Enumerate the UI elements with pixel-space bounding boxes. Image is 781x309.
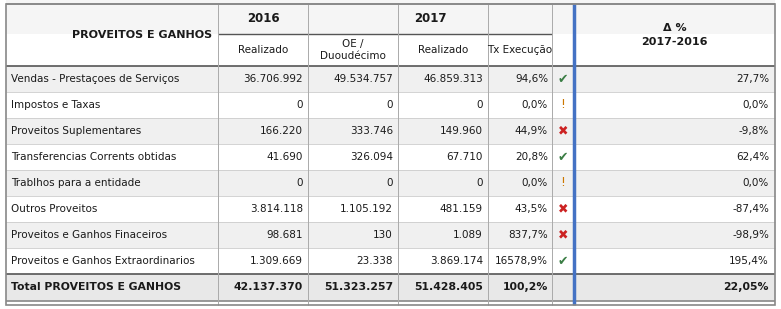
Text: Transferencias Corrents obtidas: Transferencias Corrents obtidas [11, 152, 177, 162]
Text: 130: 130 [373, 230, 393, 240]
Bar [6, 248, 775, 274]
Text: 100,2%: 100,2% [503, 282, 548, 293]
Text: 49.534.757: 49.534.757 [333, 74, 393, 84]
Text: 0: 0 [476, 100, 483, 110]
Text: 62,4%: 62,4% [736, 152, 769, 162]
Text: 149.960: 149.960 [440, 126, 483, 136]
Text: 195,4%: 195,4% [729, 256, 769, 266]
Bar [574, 144, 775, 170]
Bar [6, 66, 775, 92]
Text: Proveitos Suplementares: Proveitos Suplementares [11, 126, 141, 136]
Text: 2017: 2017 [414, 12, 446, 26]
Text: ✔: ✔ [558, 255, 569, 268]
Text: 44,9%: 44,9% [515, 126, 548, 136]
Text: -9,8%: -9,8% [739, 126, 769, 136]
Bar [574, 196, 775, 222]
Bar [6, 0, 775, 34]
Text: 20,8%: 20,8% [515, 152, 548, 162]
Text: 27,7%: 27,7% [736, 74, 769, 84]
Bar [6, 170, 775, 196]
Text: Realizado: Realizado [238, 45, 288, 55]
Text: OE /
Duoudécimo: OE / Duoudécimo [320, 39, 386, 61]
Text: 0: 0 [297, 100, 303, 110]
Text: 0: 0 [476, 178, 483, 188]
Text: 67.710: 67.710 [447, 152, 483, 162]
Text: 43,5%: 43,5% [515, 204, 548, 214]
Text: Trablhos para a entidade: Trablhos para a entidade [11, 178, 141, 188]
Text: ✖: ✖ [558, 228, 569, 242]
Bar [6, 118, 775, 144]
Text: !: ! [561, 99, 565, 112]
Text: 2016: 2016 [247, 12, 280, 26]
Text: Impostos e Taxas: Impostos e Taxas [11, 100, 101, 110]
Text: 94,6%: 94,6% [515, 74, 548, 84]
Bar [6, 196, 775, 222]
Bar [574, 4, 775, 305]
Text: 166.220: 166.220 [260, 126, 303, 136]
Bar [6, 144, 775, 170]
Text: 0,0%: 0,0% [743, 178, 769, 188]
Text: Realizado: Realizado [418, 45, 468, 55]
Bar [574, 92, 775, 118]
Text: 16578,9%: 16578,9% [495, 256, 548, 266]
Text: 481.159: 481.159 [440, 204, 483, 214]
Text: 333.746: 333.746 [350, 126, 393, 136]
Text: 42.137.370: 42.137.370 [234, 282, 303, 293]
Text: 0,0%: 0,0% [522, 178, 548, 188]
Text: Total PROVEITOS E GANHOS: Total PROVEITOS E GANHOS [11, 282, 181, 293]
Bar [6, 222, 775, 248]
Text: Vendas - Prestaçoes de Serviços: Vendas - Prestaçoes de Serviços [11, 74, 180, 84]
Text: Proveitos e Ganhos Extraordinarios: Proveitos e Ganhos Extraordinarios [11, 256, 195, 266]
Text: 51.428.405: 51.428.405 [414, 282, 483, 293]
Text: 0: 0 [387, 100, 393, 110]
Text: 0,0%: 0,0% [743, 100, 769, 110]
Bar [574, 248, 775, 274]
Text: ✖: ✖ [558, 202, 569, 215]
Text: 1.105.192: 1.105.192 [340, 204, 393, 214]
Bar [574, 170, 775, 196]
Bar [6, 92, 775, 118]
Bar [574, 274, 775, 301]
Text: 41.690: 41.690 [266, 152, 303, 162]
Text: 3.869.174: 3.869.174 [430, 256, 483, 266]
Text: 1.309.669: 1.309.669 [250, 256, 303, 266]
Text: ✔: ✔ [558, 150, 569, 163]
Text: PROVEITOS E GANHOS: PROVEITOS E GANHOS [72, 30, 212, 40]
Bar [6, 274, 775, 301]
Text: -87,4%: -87,4% [732, 204, 769, 214]
Text: 23.338: 23.338 [356, 256, 393, 266]
Text: Tx Execução: Tx Execução [487, 45, 553, 55]
Text: ✖: ✖ [558, 125, 569, 138]
Text: 837,7%: 837,7% [508, 230, 548, 240]
Text: 0: 0 [297, 178, 303, 188]
Text: 0: 0 [387, 178, 393, 188]
Bar [574, 0, 775, 34]
Text: Outros Proveitos: Outros Proveitos [11, 204, 98, 214]
Text: Δ %
2017-2016: Δ % 2017-2016 [641, 23, 708, 47]
Text: ✔: ✔ [558, 73, 569, 86]
Text: 46.859.313: 46.859.313 [423, 74, 483, 84]
Text: 51.323.257: 51.323.257 [324, 282, 393, 293]
Text: 0,0%: 0,0% [522, 100, 548, 110]
Text: 1.089: 1.089 [453, 230, 483, 240]
Text: 326.094: 326.094 [350, 152, 393, 162]
Bar [574, 222, 775, 248]
Text: 98.681: 98.681 [266, 230, 303, 240]
Text: 3.814.118: 3.814.118 [250, 204, 303, 214]
Text: Proveitos e Ganhos Finaceiros: Proveitos e Ganhos Finaceiros [11, 230, 167, 240]
Text: 22,05%: 22,05% [723, 282, 769, 293]
Text: 36.706.992: 36.706.992 [244, 74, 303, 84]
Bar [574, 66, 775, 92]
Text: !: ! [561, 176, 565, 189]
Text: -98,9%: -98,9% [732, 230, 769, 240]
Bar [574, 118, 775, 144]
